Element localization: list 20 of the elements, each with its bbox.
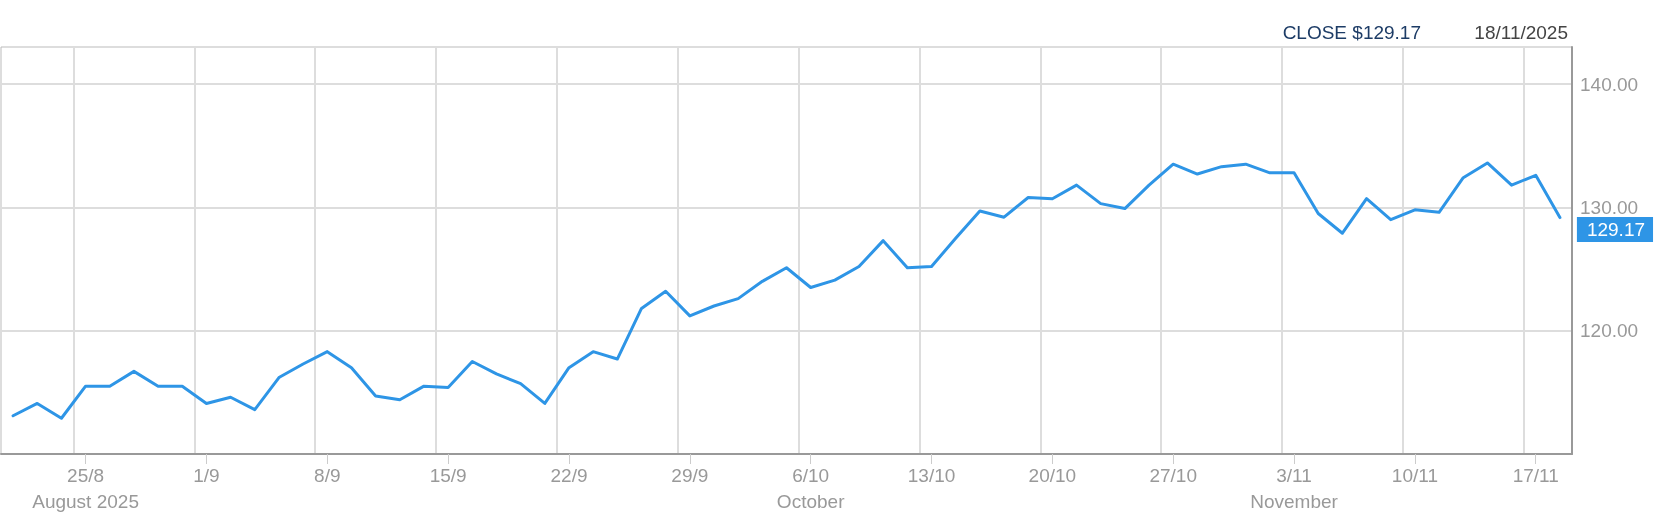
y-tick-label: 130.00 xyxy=(1580,196,1639,218)
x-tick-label: 20/10 xyxy=(1028,464,1077,486)
y-tick-label: 140.00 xyxy=(1580,73,1639,95)
x-tick-label: 22/9 xyxy=(550,464,588,486)
data-label: 129.17 xyxy=(1586,219,1646,241)
chart-title: CLOSE $129.17 xyxy=(1282,22,1421,43)
chart-subtitle: 18/11/2025 xyxy=(1474,22,1568,43)
line-series xyxy=(11,161,1562,420)
x-tick-label: 10/11 xyxy=(1391,464,1438,486)
x-tick-label: 25/8 August 2025 xyxy=(32,464,139,512)
x-tick-label: 3/11 November xyxy=(1250,464,1339,512)
x-tick-label: 27/10 xyxy=(1149,464,1197,486)
x-tick-label: 17/11 xyxy=(1512,464,1559,486)
x-tick-label: 29/9 xyxy=(671,464,709,486)
x-tick-label: 8/9 xyxy=(314,464,341,486)
x-tick-label: 6/10 October xyxy=(776,464,846,512)
y-tick-label: 120.00 xyxy=(1580,320,1639,342)
x-tick-label: 15/9 xyxy=(429,464,467,486)
x-tick-label: 1/9 xyxy=(193,464,220,486)
x-tick-label: 13/10 xyxy=(907,464,956,486)
